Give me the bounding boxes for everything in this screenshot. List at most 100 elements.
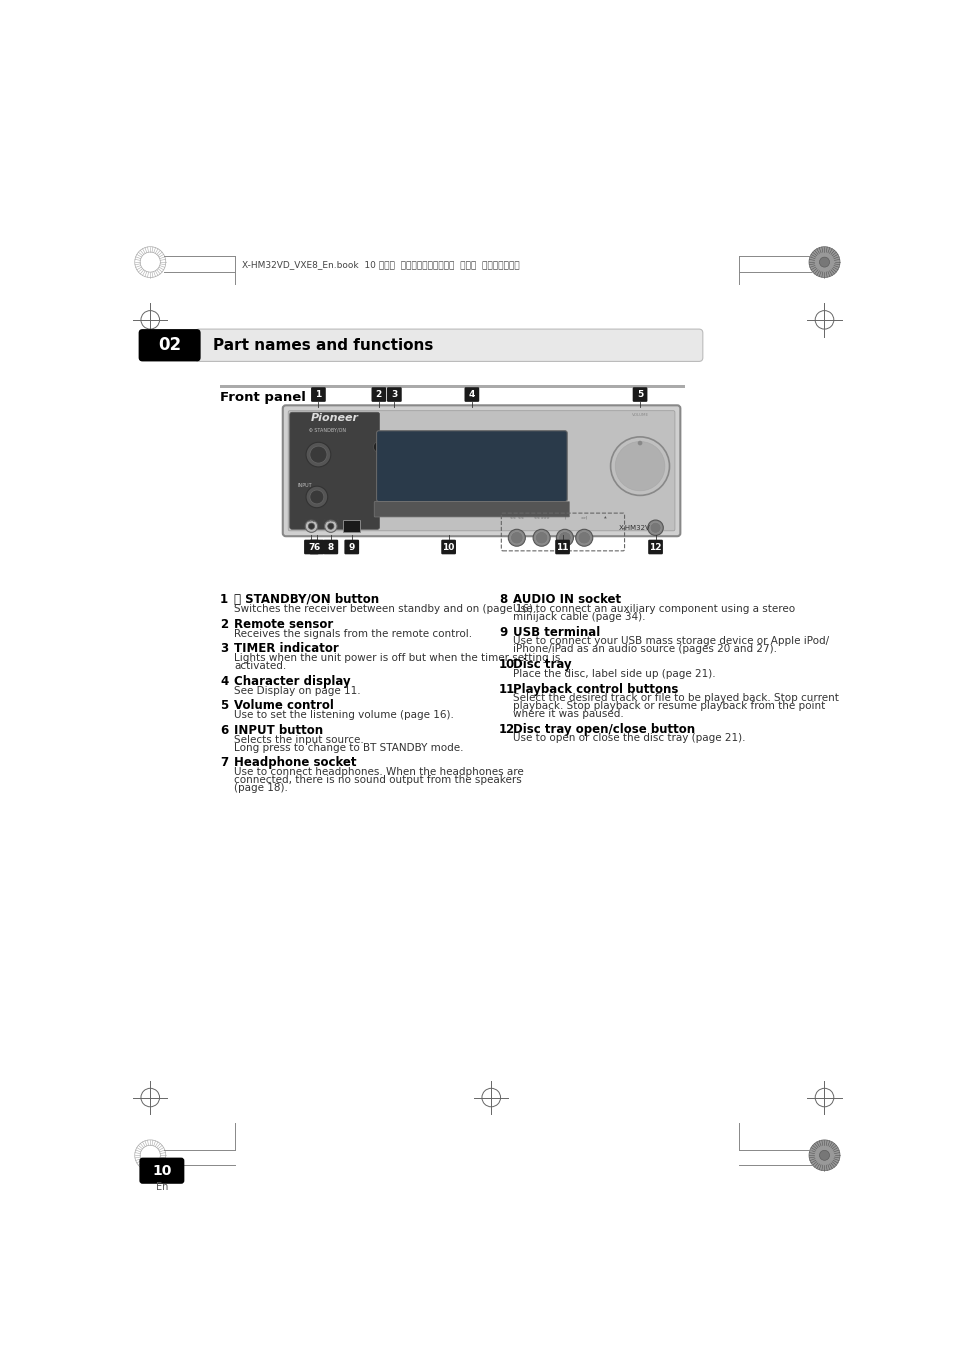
Text: Headphone socket: Headphone socket [233,756,356,770]
Circle shape [310,446,327,463]
Text: ⏻ STANDBY/ON button: ⏻ STANDBY/ON button [233,593,378,606]
Text: AUDIO IN socket: AUDIO IN socket [513,593,620,606]
Text: USB terminal: USB terminal [513,625,599,639]
FancyBboxPatch shape [304,540,318,555]
Text: 7: 7 [220,756,228,770]
Text: TIMER indicator: TIMER indicator [233,643,338,656]
Text: Use to open or close the disc tray (page 21).: Use to open or close the disc tray (page… [513,733,744,744]
Text: playback. Stop playback or resume playback from the point: playback. Stop playback or resume playba… [513,701,824,711]
Circle shape [819,1150,829,1160]
Text: 2: 2 [220,618,228,630]
Circle shape [324,520,336,532]
Circle shape [305,520,317,532]
FancyBboxPatch shape [371,387,386,402]
Circle shape [610,437,669,495]
Circle shape [556,529,573,547]
Text: connected, there is no sound output from the speakers: connected, there is no sound output from… [233,775,521,784]
Text: Volume control: Volume control [233,699,334,713]
Text: Use to set the listening volume (page 16).: Use to set the listening volume (page 16… [233,710,454,721]
Text: <<  <<: << << [510,516,523,520]
Text: 7: 7 [308,543,314,552]
Circle shape [510,532,522,544]
Text: |: | [563,516,565,520]
Text: Part names and functions: Part names and functions [213,338,433,352]
Text: 6: 6 [220,724,228,737]
FancyBboxPatch shape [632,387,647,402]
Text: Φ STANDBY/ON: Φ STANDBY/ON [309,428,346,432]
Text: 8: 8 [328,543,334,552]
Text: 9: 9 [498,625,507,639]
Text: TIMER: TIMER [389,491,399,495]
Text: Use to connect headphones. When the headphones are: Use to connect headphones. When the head… [233,767,523,778]
Text: activated.: activated. [233,662,286,671]
Text: 1: 1 [220,593,228,606]
Text: Use to connect your USB mass storage device or Apple iPod/: Use to connect your USB mass storage dev… [513,636,828,647]
Text: INPUT: INPUT [297,483,312,487]
Text: 10: 10 [152,1164,172,1177]
Text: 11: 11 [556,543,568,552]
Text: << >>>: << >>> [534,516,549,520]
FancyBboxPatch shape [288,410,674,531]
Text: Pioneer: Pioneer [311,413,358,423]
Text: Select the desired track or file to be played back. Stop current: Select the desired track or file to be p… [513,694,838,703]
Circle shape [308,524,314,529]
Circle shape [535,532,547,544]
FancyBboxPatch shape [441,540,456,555]
Text: 2: 2 [375,390,381,400]
Circle shape [306,486,328,508]
Text: 9: 9 [348,543,355,552]
Text: 10: 10 [498,657,515,671]
Text: Receives the signals from the remote control.: Receives the signals from the remote con… [233,629,472,639]
Bar [343,520,360,532]
Text: 11: 11 [498,683,515,695]
Circle shape [819,256,829,267]
Text: Character display: Character display [233,675,350,687]
Text: Remote sensor: Remote sensor [233,618,333,630]
Text: 4: 4 [468,390,475,400]
FancyBboxPatch shape [555,540,569,555]
Circle shape [533,529,550,547]
Text: 12: 12 [498,722,515,736]
FancyBboxPatch shape [464,387,478,402]
Text: X-HM32V: X-HM32V [618,525,650,531]
Text: 8: 8 [498,593,507,606]
Text: Selects the input source.: Selects the input source. [233,734,363,745]
FancyBboxPatch shape [323,540,337,555]
Circle shape [808,247,840,278]
Text: 3: 3 [391,390,397,400]
Text: Playback control buttons: Playback control buttons [513,683,678,695]
Text: Long press to change to BT STANDBY mode.: Long press to change to BT STANDBY mode. [233,743,463,752]
Text: Disc tray: Disc tray [513,657,571,671]
Circle shape [808,1139,840,1170]
Text: minijack cable (page 34).: minijack cable (page 34). [513,612,645,622]
Text: Lights when the unit power is off but when the timer setting is: Lights when the unit power is off but wh… [233,653,559,663]
Text: 5: 5 [637,390,642,400]
Text: See Display on page 11.: See Display on page 11. [233,686,360,695]
Text: X-HM32VD_VXE8_En.book  10 ページ  ２０１４年３月２８日  金曜日  午後２晎１９分: X-HM32VD_VXE8_En.book 10 ページ ２０１４年３月２８日 … [241,261,518,269]
Text: PHONES: PHONES [304,518,318,522]
Circle shape [647,520,662,536]
FancyBboxPatch shape [290,412,379,529]
Text: 5: 5 [220,699,228,713]
FancyBboxPatch shape [374,502,569,517]
Text: 6: 6 [314,543,319,552]
Text: 10: 10 [442,543,455,552]
FancyBboxPatch shape [282,405,679,536]
Circle shape [649,522,660,533]
Circle shape [615,441,664,491]
Text: En: En [155,1181,168,1192]
Text: 3: 3 [220,643,228,656]
Text: AUDIO IN: AUDIO IN [322,518,338,522]
FancyBboxPatch shape [344,540,358,555]
Text: INPUT button: INPUT button [233,724,323,737]
Text: (page 18).: (page 18). [233,783,288,792]
FancyBboxPatch shape [311,387,325,402]
Text: Disc tray open/close button: Disc tray open/close button [513,722,695,736]
FancyBboxPatch shape [647,540,662,555]
Circle shape [373,441,384,452]
Text: 12: 12 [649,543,661,552]
Text: Use to connect an auxiliary component using a stereo: Use to connect an auxiliary component us… [513,603,794,614]
FancyBboxPatch shape [139,1157,184,1184]
Text: 02: 02 [158,336,181,354]
Text: Switches the receiver between standby and on (page 16).: Switches the receiver between standby an… [233,603,536,614]
